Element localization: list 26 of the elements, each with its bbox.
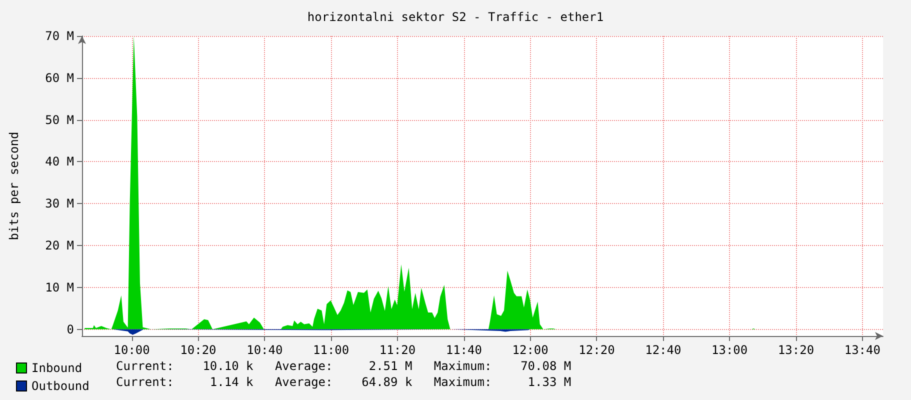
legend-label: Outbound: [32, 379, 90, 393]
x-tick-label: 10:00: [114, 343, 150, 357]
x-tick-label: 13:40: [844, 343, 880, 357]
y-tick-label: 10 M: [45, 280, 74, 294]
x-tick-label: 12:20: [578, 343, 615, 357]
y-tick-label: 70 M: [45, 29, 74, 43]
y-tick-label: 50 M: [45, 112, 74, 127]
x-tick-label: 10:20: [180, 343, 216, 357]
x-tick-label: 12:00: [512, 343, 548, 357]
x-tick-label: 11:20: [379, 343, 416, 357]
y-tick-label: 30 M: [45, 196, 74, 211]
y-tick-label: 0: [66, 322, 74, 336]
x-tick-label: 13:00: [712, 343, 748, 357]
x-tick-label: 11:00: [313, 343, 350, 357]
x-tick-label: 12:40: [645, 343, 682, 357]
text: Current: 1.14 k Average: 64.89 k Maximum: 1.33 M: [116, 375, 572, 389]
legend-label: Inbound: [32, 361, 82, 375]
y-axis-title: bits per second: [7, 132, 21, 240]
y-tick-label: 60 M: [45, 70, 74, 85]
x-tick-label: 10:40: [246, 343, 283, 357]
y-tick-label: 40 M: [45, 154, 74, 169]
x-tick-label: 11:40: [446, 343, 482, 357]
text: Current: 10.10 k Average: 2.51 M Maximum: 70.08 M: [116, 359, 572, 373]
x-tick-label: 13:20: [778, 343, 814, 357]
chart-title: horizontalni sektor S2 - Traffic - ether1: [307, 10, 604, 24]
y-tick-label: 20 M: [45, 238, 74, 252]
